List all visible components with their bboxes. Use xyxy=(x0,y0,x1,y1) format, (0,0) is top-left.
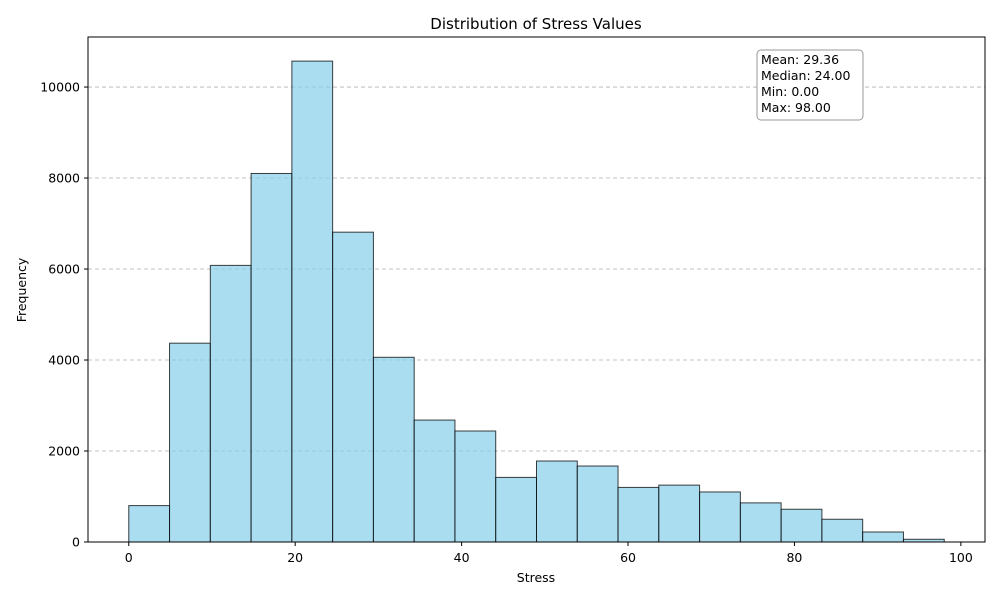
histogram-bar xyxy=(413,419,456,543)
histogram-bar xyxy=(250,172,293,543)
histogram-bar xyxy=(291,60,334,543)
y-tick-label: 0 xyxy=(72,535,80,550)
y-axis-ticks: 0 2000 4000 6000 8000 10000 xyxy=(40,80,88,550)
bars xyxy=(128,60,945,543)
stats-median: Median: 24.00 xyxy=(761,68,850,83)
x-tick-label: 40 xyxy=(454,550,470,565)
plot-frame xyxy=(87,36,986,543)
histogram-bar xyxy=(780,508,823,543)
stats-min: Min: 0.00 xyxy=(761,84,819,99)
histogram-bar xyxy=(576,465,619,543)
y-axis-label: Frequency xyxy=(14,257,29,322)
histogram-bar xyxy=(821,518,864,543)
histogram-bar xyxy=(617,486,660,543)
stats-box-frame xyxy=(756,49,864,121)
y-tick-label: 6000 xyxy=(48,262,80,277)
y-tick-label: 10000 xyxy=(40,80,80,95)
histogram-bar xyxy=(209,264,252,543)
histogram-bar xyxy=(495,476,537,543)
histogram-bar xyxy=(658,484,701,543)
x-tick-label: 60 xyxy=(620,550,636,565)
x-axis-label: Stress xyxy=(517,570,555,585)
histogram-bar xyxy=(739,502,782,543)
histogram-bar xyxy=(169,342,211,543)
stats-mean: Mean: 29.36 xyxy=(761,52,839,67)
chart-title: Distribution of Stress Values xyxy=(430,15,642,33)
histogram-bar xyxy=(128,505,171,543)
x-tick-label: 0 xyxy=(125,550,133,565)
y-tick-label: 2000 xyxy=(48,444,80,459)
histogram-bar xyxy=(454,430,497,543)
x-axis-ticks: 0 20 40 60 80 100 xyxy=(125,542,973,565)
x-tick-label: 20 xyxy=(287,550,303,565)
x-tick-label: 100 xyxy=(949,550,973,565)
histogram-bar xyxy=(372,356,415,543)
histogram-bar xyxy=(536,460,578,543)
histogram-bar xyxy=(332,231,374,543)
y-tick-label: 8000 xyxy=(48,171,80,186)
histogram-bar xyxy=(862,531,904,543)
y-tick-label: 4000 xyxy=(48,353,80,368)
stats-max: Max: 98.00 xyxy=(761,100,831,115)
stats-box: Mean: 29.36 Median: 24.00 Min: 0.00 Max:… xyxy=(756,49,864,121)
x-tick-label: 80 xyxy=(786,550,802,565)
histogram-bar xyxy=(699,491,741,543)
